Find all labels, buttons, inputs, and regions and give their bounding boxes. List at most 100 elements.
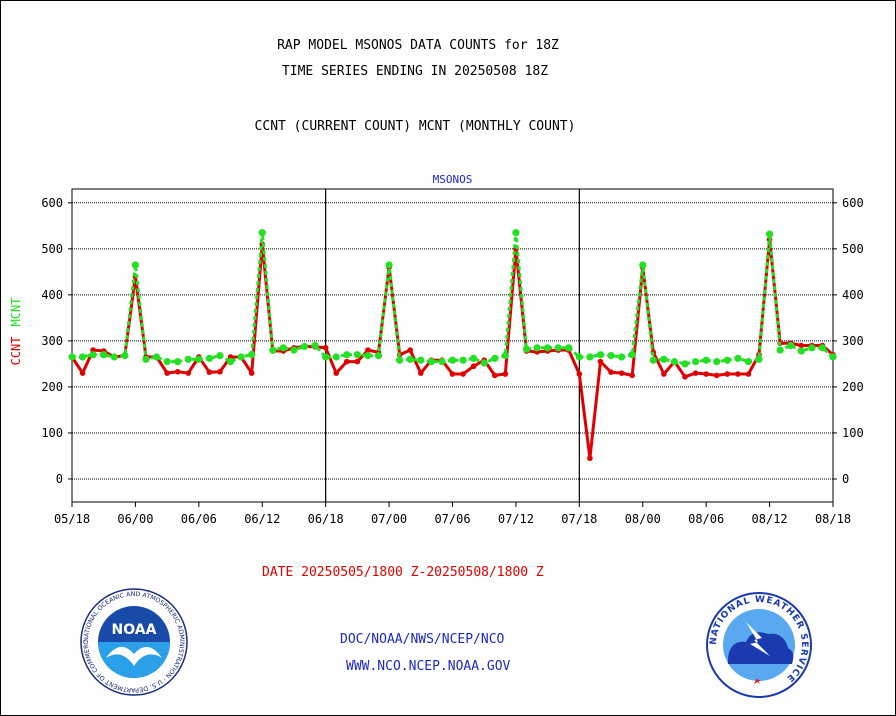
data-point-mcnt xyxy=(522,345,531,353)
data-point-mcnt xyxy=(607,352,615,360)
data-point-mcnt xyxy=(448,356,457,364)
y-tick-label-left: 500 xyxy=(41,242,63,256)
data-point-ccnt xyxy=(703,371,709,377)
data-point-mcnt xyxy=(311,341,319,350)
data-point-mcnt xyxy=(533,344,541,352)
data-point-mcnt xyxy=(110,353,118,361)
data-point-mcnt xyxy=(78,353,87,361)
data-point-ccnt xyxy=(661,371,667,377)
data-point-ccnt xyxy=(185,370,192,376)
data-point-ccnt xyxy=(597,358,604,365)
x-tick-label: 07/00 xyxy=(371,512,407,526)
y-tick-label-left: 100 xyxy=(41,426,63,440)
data-point-mcnt xyxy=(713,358,721,366)
data-point-ccnt xyxy=(745,371,752,377)
y-tick-label-right: 100 xyxy=(842,426,864,440)
data-point-mcnt xyxy=(808,344,816,352)
data-point-mcnt xyxy=(723,356,731,364)
data-point-mcnt xyxy=(248,351,256,359)
x-tick-label: 08/00 xyxy=(625,512,661,526)
data-point-ccnt xyxy=(79,370,86,376)
x-tick-label: 05/18 xyxy=(54,512,90,526)
data-point-mcnt xyxy=(470,354,478,362)
data-point-ccnt xyxy=(206,369,213,375)
data-point-mcnt xyxy=(586,353,594,361)
data-point-mcnt xyxy=(544,344,552,352)
data-point-ccnt xyxy=(174,368,181,375)
data-point-ccnt xyxy=(502,371,509,377)
data-point-mcnt xyxy=(300,342,309,351)
data-point-mcnt xyxy=(744,358,753,366)
plot-title: MSONOS xyxy=(433,173,473,186)
data-point-mcnt xyxy=(237,353,245,361)
x-tick-label: 08/06 xyxy=(688,512,724,526)
data-point-mcnt xyxy=(374,352,383,360)
data-point-mcnt xyxy=(131,261,140,269)
data-point-mcnt xyxy=(734,354,742,362)
data-point-ccnt xyxy=(248,370,255,376)
data-point-ccnt xyxy=(735,371,741,377)
data-point-mcnt xyxy=(628,351,636,359)
y-axis-label: CCNT MCNT xyxy=(9,298,23,366)
data-point-mcnt xyxy=(565,344,573,352)
data-point-mcnt xyxy=(787,341,795,350)
data-point-mcnt xyxy=(353,351,361,359)
data-point-mcnt xyxy=(226,358,235,366)
data-point-ccnt xyxy=(798,342,805,349)
data-point-mcnt xyxy=(818,344,827,352)
x-tick-label: 06/06 xyxy=(181,512,217,526)
data-point-ccnt xyxy=(322,345,329,351)
data-point-mcnt xyxy=(322,353,330,361)
data-point-ccnt xyxy=(460,371,466,377)
data-point-mcnt xyxy=(501,352,509,360)
data-point-mcnt xyxy=(417,356,425,364)
data-point-mcnt xyxy=(438,358,446,366)
data-point-mcnt xyxy=(681,360,689,368)
data-point-mcnt xyxy=(829,353,837,361)
data-point-mcnt xyxy=(755,355,763,363)
data-point-ccnt xyxy=(608,369,614,375)
y-tick-label-left: 400 xyxy=(41,288,63,302)
chart-title-line2: TIME SERIES ENDING IN 20250508 18Z xyxy=(281,64,549,79)
data-point-ccnt xyxy=(333,370,340,376)
y-tick-label-left: 300 xyxy=(41,334,63,348)
y-axis-label-ccnt: CCNT xyxy=(9,337,23,366)
data-point-ccnt xyxy=(344,358,350,365)
data-point-ccnt xyxy=(692,370,699,376)
data-point-mcnt xyxy=(459,356,467,364)
nws-logo: NATIONAL WEATHER SERVICE xyxy=(706,592,812,698)
data-point-mcnt xyxy=(343,351,351,359)
y-tick-label-left: 200 xyxy=(41,380,63,394)
data-point-ccnt xyxy=(682,374,688,380)
x-tick-label: 06/00 xyxy=(117,512,153,526)
data-point-mcnt xyxy=(427,358,435,366)
data-point-mcnt xyxy=(163,358,171,366)
data-point-ccnt xyxy=(618,370,625,376)
data-point-mcnt xyxy=(174,358,182,366)
data-point-mcnt xyxy=(480,359,488,367)
data-point-mcnt xyxy=(596,351,605,359)
x-tick-label: 07/06 xyxy=(434,512,470,526)
data-point-mcnt xyxy=(797,347,805,355)
data-point-mcnt xyxy=(68,353,76,361)
data-point-mcnt xyxy=(269,346,277,354)
data-point-ccnt xyxy=(491,372,498,379)
data-point-mcnt xyxy=(765,230,774,238)
y-tick-label-right: 300 xyxy=(842,334,864,348)
y-tick-label-right: 500 xyxy=(842,242,864,256)
y-tick-label-right: 600 xyxy=(842,196,864,210)
website-label: WWW.NCO.NCEP.NOAA.GOV xyxy=(346,659,511,674)
data-point-mcnt xyxy=(691,358,700,366)
x-tick-label: 06/12 xyxy=(244,512,280,526)
y-tick-label-left: 0 xyxy=(56,472,63,486)
data-point-ccnt xyxy=(217,368,223,375)
data-point-mcnt xyxy=(702,356,710,364)
y-tick-label-right: 400 xyxy=(842,288,864,302)
data-point-mcnt xyxy=(89,351,97,359)
data-point-ccnt xyxy=(724,371,731,377)
data-point-mcnt xyxy=(290,346,298,354)
data-point-mcnt xyxy=(776,346,784,354)
x-tick-label: 07/12 xyxy=(498,512,534,526)
data-point-mcnt xyxy=(100,351,108,359)
